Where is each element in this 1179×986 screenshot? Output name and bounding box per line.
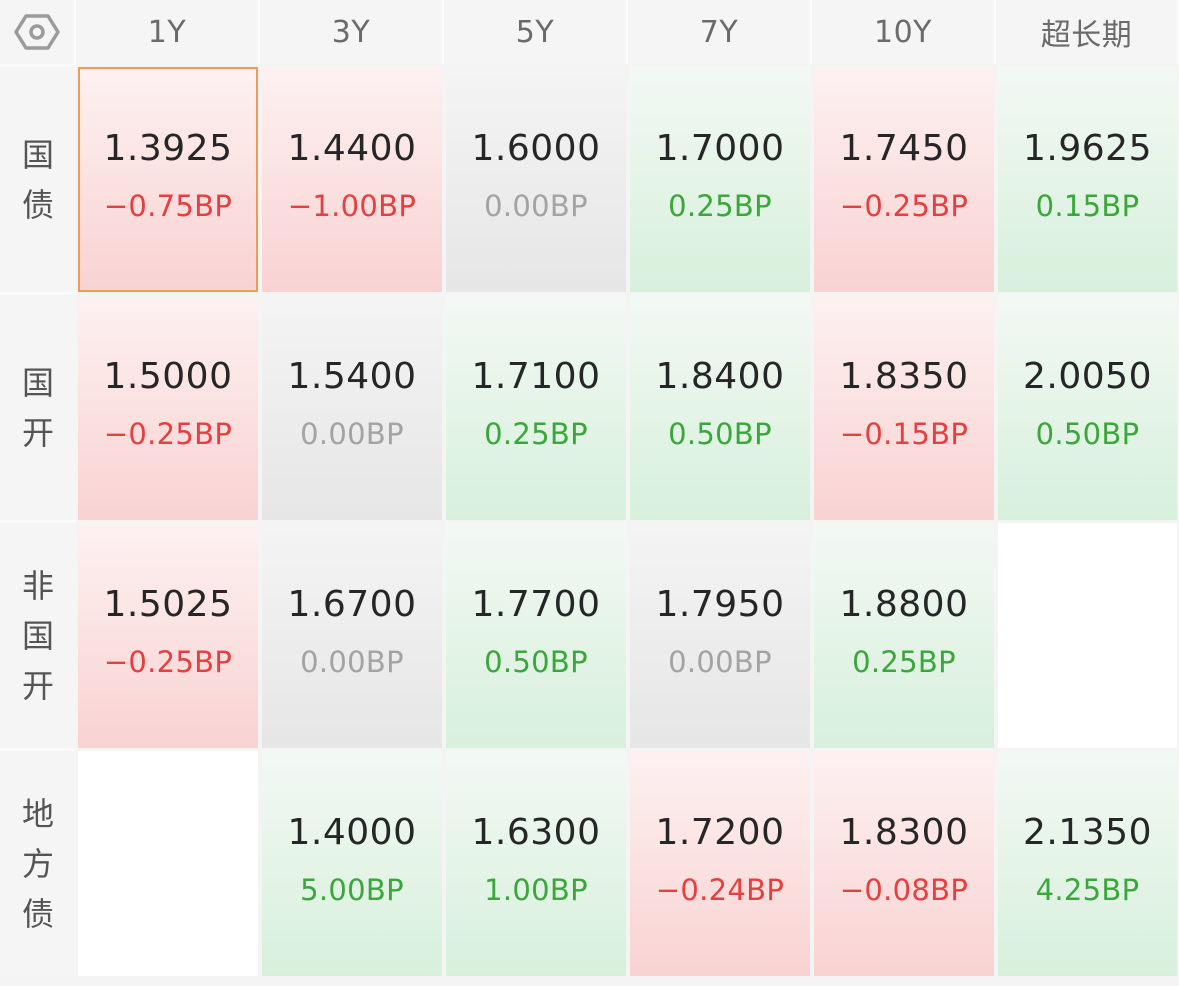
yield-value: 1.3925 [103, 127, 233, 169]
bp-change: 0.00BP [484, 188, 588, 223]
yield-value: 1.7200 [655, 811, 785, 853]
column-header-1y[interactable]: 1Y [76, 0, 260, 64]
yield-value: 1.6000 [471, 127, 601, 169]
bp-change: −0.25BP [103, 416, 233, 451]
yield-value: 1.8400 [655, 355, 785, 397]
bp-change: 0.25BP [484, 416, 588, 451]
hexagon-settings-icon [14, 14, 60, 50]
row-label-text: 地方债 [21, 794, 54, 933]
yield-cell-non-cdb-policy-4[interactable]: 1.8800 0.25BP [814, 523, 994, 748]
yield-cell-treasury-5[interactable]: 1.9625 0.15BP [998, 67, 1177, 292]
yield-cell-treasury-4[interactable]: 1.7450 −0.25BP [814, 67, 994, 292]
bp-change: −0.24BP [655, 872, 785, 907]
yield-value: 1.6300 [471, 811, 601, 853]
column-header-10y[interactable]: 10Y [812, 0, 996, 64]
yield-value: 1.7450 [839, 127, 969, 169]
yield-cell-non-cdb-policy-0[interactable]: 1.5025 −0.25BP [78, 523, 258, 748]
yield-cell-cdb-2[interactable]: 1.7100 0.25BP [446, 295, 626, 520]
bp-change: 0.50BP [668, 416, 772, 451]
yield-cell-cdb-3[interactable]: 1.8400 0.50BP [630, 295, 810, 520]
yield-cell-local-gov-1[interactable]: 1.4000 5.00BP [262, 751, 442, 976]
yield-cell-local-gov-3[interactable]: 1.7200 −0.24BP [630, 751, 810, 976]
yield-cell-treasury-0[interactable]: 1.3925 −0.75BP [78, 67, 258, 292]
bp-change: −0.25BP [103, 644, 233, 679]
yield-value: 1.5400 [287, 355, 417, 397]
yield-value: 1.9625 [1023, 127, 1152, 169]
yield-cell-cdb-5[interactable]: 2.0050 0.50BP [998, 295, 1177, 520]
yield-value: 1.4000 [287, 811, 417, 853]
yield-cell-local-gov-2[interactable]: 1.6300 1.00BP [446, 751, 626, 976]
row-label-text: 非国开 [21, 566, 54, 705]
yield-cell-non-cdb-policy-2[interactable]: 1.7700 0.50BP [446, 523, 626, 748]
bp-change: 0.25BP [668, 188, 772, 223]
bp-change: −0.25BP [839, 188, 969, 223]
bp-change: −0.15BP [839, 416, 969, 451]
column-header-ultra-long[interactable]: 超长期 [996, 0, 1179, 64]
yield-value: 1.5025 [103, 583, 233, 625]
bp-change: 4.25BP [1035, 872, 1140, 907]
yield-cell-cdb-1[interactable]: 1.5400 0.00BP [262, 295, 442, 520]
yield-value: 1.8350 [839, 355, 969, 397]
yield-value: 2.1350 [1023, 811, 1152, 853]
bp-change: 5.00BP [300, 872, 404, 907]
yield-value: 1.8800 [839, 583, 969, 625]
settings-button[interactable] [0, 0, 76, 64]
bp-change: −0.75BP [103, 188, 233, 223]
bp-change: 0.50BP [484, 644, 588, 679]
bp-change: −0.08BP [839, 872, 969, 907]
yield-value: 1.4400 [287, 127, 417, 169]
yield-cell-cdb-0[interactable]: 1.5000 −0.25BP [78, 295, 258, 520]
yield-cell-non-cdb-policy-3[interactable]: 1.7950 0.00BP [630, 523, 810, 748]
bp-change: 0.00BP [668, 644, 772, 679]
bp-change: 0.25BP [852, 644, 956, 679]
yield-value: 1.6700 [287, 583, 417, 625]
bp-change: 0.50BP [1035, 416, 1140, 451]
empty-cell [998, 523, 1177, 748]
row-label-text: 国债 [21, 135, 54, 224]
yield-cell-local-gov-5[interactable]: 2.1350 4.25BP [998, 751, 1177, 976]
row-label-cdb: 国开 [0, 292, 76, 520]
yield-cell-cdb-4[interactable]: 1.8350 −0.15BP [814, 295, 994, 520]
yield-value: 1.7950 [655, 583, 785, 625]
column-header-7y[interactable]: 7Y [628, 0, 812, 64]
yield-value: 1.8300 [839, 811, 969, 853]
yield-cell-non-cdb-policy-1[interactable]: 1.6700 0.00BP [262, 523, 442, 748]
yield-value: 1.5000 [103, 355, 233, 397]
yield-value: 2.0050 [1023, 355, 1152, 397]
row-label-local-gov: 地方债 [0, 748, 76, 976]
yield-cell-treasury-1[interactable]: 1.4400 −1.00BP [262, 67, 442, 292]
bp-change: −1.00BP [287, 188, 417, 223]
yield-value: 1.7700 [471, 583, 601, 625]
bp-change: 1.00BP [484, 872, 588, 907]
column-header-5y[interactable]: 5Y [444, 0, 628, 64]
bottom-spacer [0, 976, 1179, 986]
row-label-treasury: 国债 [0, 64, 76, 292]
row-label-non-cdb-policy: 非国开 [0, 520, 76, 748]
empty-cell [78, 751, 258, 976]
yield-value: 1.7000 [655, 127, 785, 169]
column-header-3y[interactable]: 3Y [260, 0, 444, 64]
bp-change: 0.00BP [300, 416, 404, 451]
yield-cell-treasury-2[interactable]: 1.6000 0.00BP [446, 67, 626, 292]
yield-cell-treasury-3[interactable]: 1.7000 0.25BP [630, 67, 810, 292]
bp-change: 0.15BP [1035, 188, 1140, 223]
yield-value: 1.7100 [471, 355, 601, 397]
bp-change: 0.00BP [300, 644, 404, 679]
yield-cell-local-gov-4[interactable]: 1.8300 −0.08BP [814, 751, 994, 976]
row-label-text: 国开 [21, 363, 54, 452]
